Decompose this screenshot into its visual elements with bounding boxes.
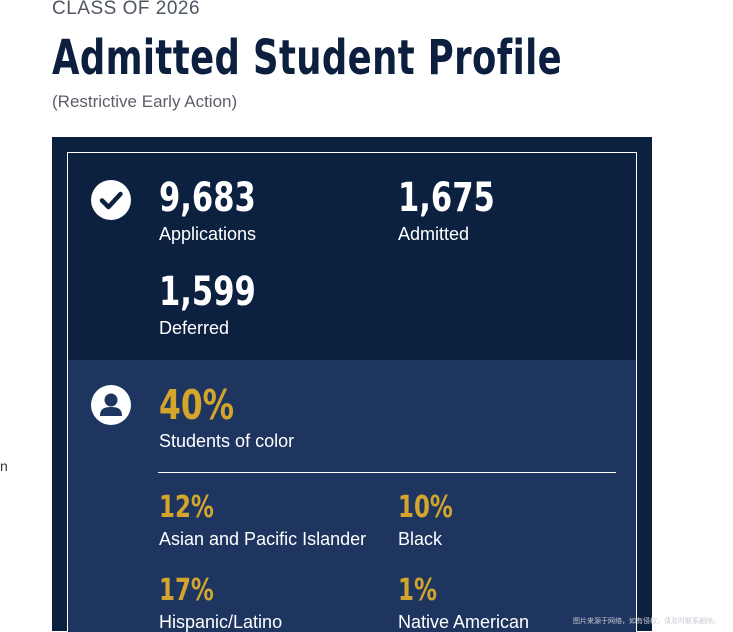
stat-label: Students of color xyxy=(159,431,295,451)
stat-native-american: 1% Native American xyxy=(398,576,529,632)
stat-label: Deferred xyxy=(159,318,230,338)
stat-label: Native American xyxy=(398,612,530,632)
stat-students-of-color: 40% Students of color xyxy=(159,385,294,452)
stat-value: 1% xyxy=(398,573,437,608)
watermark-text: 图片来源于网络，如有侵权，请及时联系删除。 xyxy=(573,618,720,625)
stat-asian-pacific-islander: 12% Asian and Pacific Islander xyxy=(159,493,366,550)
diversity-section: 40% Students of color 12% Asian and Paci… xyxy=(68,360,636,632)
stat-label: Hispanic/Latino xyxy=(159,612,283,632)
profile-card-inner: 9,683 Applications 1,675 Admitted 1,599 … xyxy=(67,152,637,632)
stat-value: 1,599 xyxy=(159,269,256,315)
stat-hispanic-latino: 17% Hispanic/Latino xyxy=(159,576,282,632)
stat-label: Applications xyxy=(159,224,257,244)
stat-label: Black xyxy=(398,529,443,549)
cropped-text-fragment: n xyxy=(0,458,8,474)
check-circle-icon xyxy=(91,180,131,220)
section-divider xyxy=(158,472,616,473)
stat-value: 1,675 xyxy=(398,175,495,221)
stat-value: 17% xyxy=(159,573,214,608)
stat-deferred: 1,599 Deferred xyxy=(159,272,273,339)
stat-applications: 9,683 Applications xyxy=(159,178,273,245)
stat-value: 12% xyxy=(159,490,214,525)
profile-card: 9,683 Applications 1,675 Admitted 1,599 … xyxy=(52,137,652,632)
stat-black: 10% Black xyxy=(398,493,463,550)
stat-value: 9,683 xyxy=(159,175,256,221)
stat-value: 10% xyxy=(398,490,453,525)
admissions-section: 9,683 Applications 1,675 Admitted 1,599 … xyxy=(68,153,636,360)
class-year-label: CLASS OF 2026 xyxy=(52,0,201,19)
user-circle-icon xyxy=(91,385,131,425)
page-subtitle: (Restrictive Early Action) xyxy=(52,92,238,111)
stat-value: 40% xyxy=(159,381,235,429)
stat-admitted: 1,675 Admitted xyxy=(398,178,512,245)
stat-label: Admitted xyxy=(398,224,470,244)
page-title: Admitted Student Profile xyxy=(52,30,563,86)
stat-label: Asian and Pacific Islander xyxy=(159,529,367,549)
